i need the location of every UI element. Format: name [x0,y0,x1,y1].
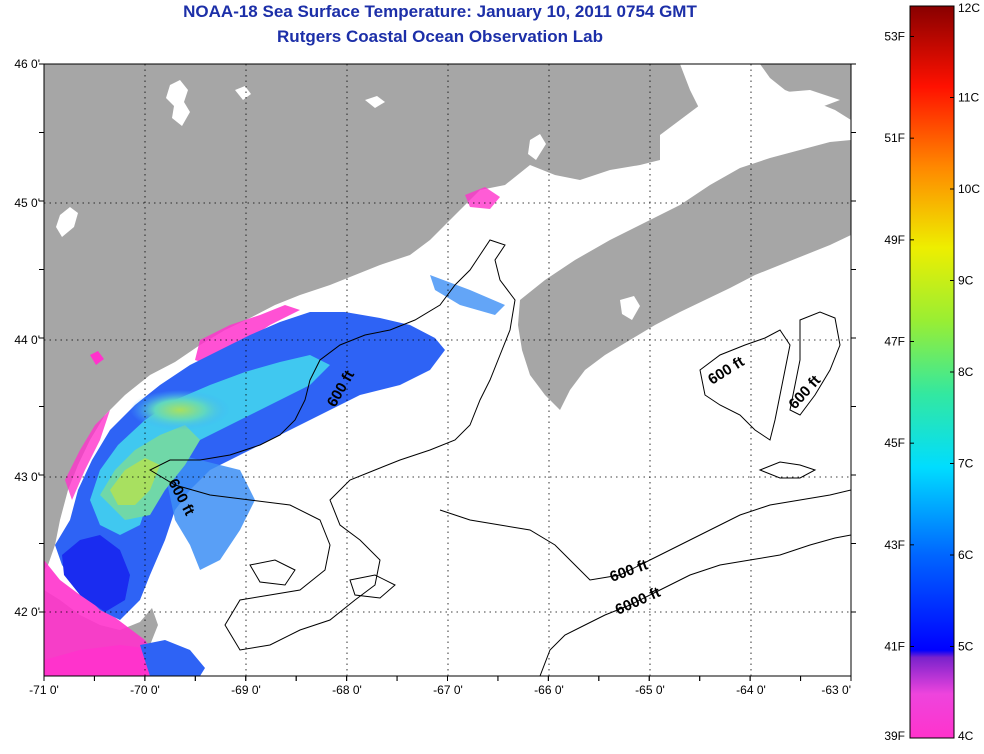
lon-tick-label: -69 0' [231,683,261,697]
colorbar-fahrenheit-label: 49F [884,233,905,247]
lat-tick-label: 45 0' [14,196,40,210]
contour-small-2 [349,574,396,599]
tick-marks [39,63,856,681]
land-nova-scotia [518,140,851,410]
colorbar-fahrenheit-label: 39F [884,729,905,743]
map-title: NOAA-18 Sea Surface Temperature: January… [183,2,697,21]
lon-tick-label: -67 0' [433,683,463,697]
lon-tick-label: -71 0' [29,683,59,697]
lon-axis: -71 0' -70 0' -69 0' -68 0' -67 0' -66 0… [29,683,851,697]
lon-tick-label: -66 0' [534,683,564,697]
colorbar: 53F 51F 49F 47F 45F 43F 41F 39F 12C 11C 10C 9C 8C 7C… [884,1,980,743]
contour-small-1 [758,461,817,479]
map-subtitle: Rutgers Coastal Ocean Observation Lab [277,27,603,46]
lon-tick-label: -65 0' [635,683,665,697]
lat-tick-label: 42 0' [14,605,40,619]
sst-blue-mass [55,275,505,676]
colorbar-gradient [909,5,955,739]
colorbar-fahrenheit-label: 47F [884,335,905,349]
lakes [56,80,840,320]
colorbar-celsius-label: 8C [958,365,974,379]
sst-warm-core [90,355,330,535]
depth-contours [148,239,851,676]
colorbar-celsius-label: 5C [958,640,974,654]
colorbar-fahrenheit-label: 43F [884,538,905,552]
lat-tick-label: 43 0' [14,470,40,484]
colorbar-celsius-label: 11C [958,91,979,105]
contour-600ft-shelf [439,489,851,581]
land-new-england [44,64,700,570]
lon-tick-label: -68 0' [332,683,362,697]
contour-600ft-scotian-1 [699,329,791,441]
colorbar-celsius-label: 4C [958,729,974,743]
lat-axis: 46 0' 45 0' 44 0' 43 0' 42 0' [14,57,40,619]
contour-600ft-gulf [148,239,516,651]
colorbar-celsius-label: 6C [958,548,974,562]
lon-tick-label: -70 0' [130,683,160,697]
lat-tick-label: 46 0' [14,57,40,71]
lon-tick-label: -63 0' [821,683,851,697]
colorbar-celsius-label: 7C [958,457,974,471]
colorbar-celsius-label: 10C [958,182,980,196]
sst-pink-fringe [44,187,500,676]
colorbar-fahrenheit-label: 53F [884,30,905,44]
colorbar-fahrenheit-label: 41F [884,640,905,654]
colorbar-celsius-label: 9C [958,274,974,288]
lon-tick-label: -64 0' [736,683,766,697]
contour-6000ft [539,534,851,676]
colorbar-fahrenheit-label: 51F [884,131,905,145]
contour-small-3 [249,559,296,586]
colorbar-fahrenheit-label: 45F [884,436,905,450]
lat-tick-label: 44 0' [14,333,40,347]
colorbar-celsius-label: 12C [958,1,980,15]
grid [44,64,851,676]
contour-600ft-scotian-2 [789,311,841,416]
